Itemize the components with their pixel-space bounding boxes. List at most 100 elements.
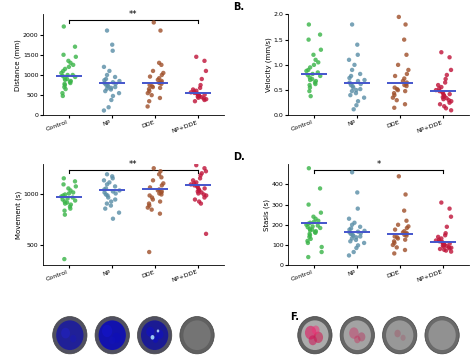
Point (109, 174, 116, 179)
Point (157, 28, 164, 33)
Point (312, 57, 319, 63)
Point (443, 95, 450, 101)
Point (346, 92, 354, 98)
Point (389, 95, 397, 100)
Point (304, 67, 312, 73)
Point (158, 189, 165, 194)
Point (354, 190, 361, 195)
Point (194, 190, 202, 196)
Text: F.: F. (290, 312, 299, 322)
Point (201, 58, 208, 64)
Point (194, 185, 202, 190)
Point (405, 224, 412, 229)
Ellipse shape (401, 335, 406, 341)
Point (109, 175, 117, 181)
Point (109, 189, 117, 194)
Point (61, 77, 69, 83)
Ellipse shape (61, 328, 70, 338)
Point (345, 216, 353, 222)
Point (61, 75, 68, 81)
Point (310, 214, 317, 220)
Ellipse shape (309, 335, 317, 345)
Point (349, 233, 357, 239)
Point (435, 237, 443, 243)
Point (148, 84, 156, 89)
Point (392, 73, 399, 79)
Point (116, 78, 123, 84)
Point (439, 90, 447, 96)
Ellipse shape (383, 316, 417, 354)
Point (111, 184, 119, 189)
Point (351, 220, 358, 226)
Ellipse shape (183, 320, 210, 350)
Point (111, 84, 119, 90)
Point (65, 190, 73, 196)
Point (349, 85, 357, 90)
Point (305, 202, 312, 207)
Point (195, 93, 202, 98)
Point (198, 76, 206, 82)
Point (438, 89, 446, 95)
Point (191, 197, 199, 202)
Point (200, 192, 208, 197)
Point (194, 189, 201, 194)
Point (439, 240, 447, 246)
Point (311, 80, 319, 85)
Point (198, 170, 206, 176)
Point (394, 62, 402, 68)
Point (390, 238, 398, 244)
Point (146, 82, 154, 88)
Ellipse shape (56, 320, 83, 350)
Point (108, 271, 115, 277)
Point (197, 172, 204, 178)
Point (101, 88, 109, 94)
Point (149, 84, 156, 90)
Point (438, 200, 445, 206)
Point (305, 37, 312, 42)
Point (202, 96, 210, 102)
Point (345, 57, 353, 63)
Point (149, 68, 157, 74)
Point (115, 90, 123, 96)
Ellipse shape (99, 320, 126, 350)
Point (67, 60, 74, 66)
Point (306, 226, 313, 232)
Point (109, 216, 117, 222)
Point (361, 77, 368, 83)
Point (354, 243, 362, 248)
Point (349, 83, 356, 89)
Point (192, 162, 200, 168)
Point (71, 179, 79, 184)
Ellipse shape (112, 333, 120, 343)
Point (57, 70, 65, 76)
Point (346, 238, 354, 244)
Point (356, 86, 364, 92)
Point (393, 244, 401, 250)
Point (316, 32, 324, 37)
Point (158, 78, 165, 84)
Point (447, 67, 455, 73)
Point (394, 222, 402, 228)
Point (318, 249, 326, 255)
Point (309, 76, 316, 82)
Point (389, 242, 397, 248)
Point (445, 244, 453, 250)
Y-axis label: Velocity (mm/s): Velocity (mm/s) (266, 37, 272, 92)
Point (66, 79, 74, 85)
Point (61, 199, 68, 204)
Point (150, 165, 157, 171)
Point (354, 52, 362, 58)
Point (395, 174, 402, 179)
Ellipse shape (428, 320, 456, 350)
Point (160, 70, 167, 76)
Point (103, 201, 111, 206)
Point (347, 225, 355, 231)
Point (394, 87, 401, 93)
Point (109, 93, 117, 99)
Point (192, 180, 200, 185)
Point (64, 76, 71, 82)
Point (146, 185, 154, 190)
Point (304, 72, 311, 78)
Point (353, 245, 360, 251)
Point (62, 86, 69, 92)
